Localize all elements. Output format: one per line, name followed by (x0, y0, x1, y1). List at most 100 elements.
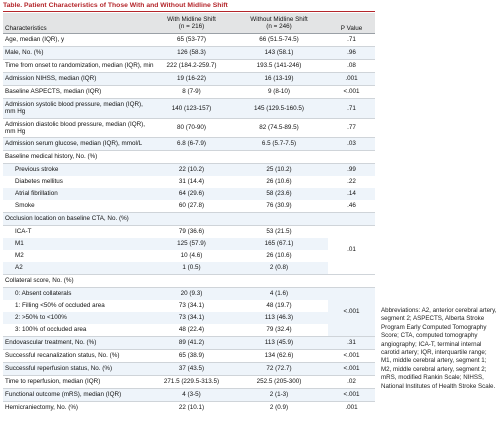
row-without: 53 (21.5) (266, 228, 292, 236)
row-without: 4 (1.6) (230, 287, 328, 300)
table-row: Baseline ASPECTS, median (IQR) 8 (7-9) 9… (3, 85, 375, 99)
collateral-p: <.001 (328, 287, 375, 337)
row-p: .22 (347, 178, 356, 186)
row-without: 66 (51.5-74.5) (230, 33, 328, 47)
row-label: Time to reperfusion, median (IQR) (3, 375, 153, 389)
table-row: Age, median (IQR), y 65 (53-77) 66 (51.5… (3, 33, 375, 47)
row-with: 22 (10.1) (178, 404, 205, 412)
row-without: 48 (19.7) (266, 302, 292, 310)
row-without: 25 (10.2) (230, 163, 328, 176)
row-without: 16 (13-19) (230, 72, 328, 86)
row-p: .96 (328, 46, 375, 60)
row-with: 1 (0.5) (153, 262, 230, 275)
table-row: Successful reperfusion status, No. (%) 3… (3, 362, 375, 376)
table-row: Endovascular treatment, No. (%) 89 (41.2… (3, 336, 375, 350)
row-label: Diabetes mellitus (15, 178, 63, 186)
row-with: 73 (34.1) (178, 302, 205, 310)
table-row: Admission NIHSS, median (IQR) 19 (16-22)… (3, 72, 375, 86)
title-rule (3, 11, 375, 12)
row-p: .77 (328, 118, 375, 138)
header-with-n: (n = 216) (178, 23, 205, 30)
table-row: Time from onset to randomization, median… (3, 59, 375, 73)
row-label: 3: 100% of occluded area (3, 324, 153, 337)
header-without-midline-shift: Without Midline Shift (n = 246) (230, 13, 328, 34)
header-without-label: Without Midline Shift (250, 15, 308, 23)
row-p: .02 (328, 375, 375, 389)
row-label: Admission systolic blood pressure, media… (3, 98, 153, 119)
table-row: Male, No. (%) 126 (58.3) 143 (58.1) .96 (3, 46, 375, 60)
table-row: 0: Absent collaterals 20 (9.3) 4 (1.6) <… (3, 287, 375, 337)
row-p: <.001 (328, 85, 375, 99)
row-without: 165 (67.1) (230, 238, 328, 250)
row-p: <.001 (328, 362, 375, 376)
row-label: Successful recanalization status, No. (%… (3, 349, 153, 363)
row-with: 79 (36.6) (178, 228, 205, 236)
section-row-history: Baseline medical history, No. (%) (3, 150, 375, 164)
table-row: ICA-T 79 (36.6) 53 (21.5) .01 (3, 225, 375, 275)
row-label: Smoke (3, 200, 153, 213)
row-label: Admission serum glucose, median (IQR), m… (3, 137, 153, 151)
row-p: .71 (328, 98, 375, 119)
row-p: .71 (328, 33, 375, 47)
row-label: Hemicraniectomy, No. (%) (5, 404, 79, 412)
row-with: 19 (16-22) (153, 72, 230, 86)
row-without: 143 (58.1) (230, 46, 328, 60)
row-p: .14 (328, 188, 375, 200)
header-with-label: With Midline Shift (167, 15, 216, 23)
row-with: 125 (57.9) (153, 238, 230, 250)
header-row: Characteristics With Midline Shift (n = … (3, 13, 375, 34)
row-without: 9 (8-10) (230, 85, 328, 99)
row-with: 48 (22.4) (153, 324, 230, 337)
occlusion-p: .01 (328, 225, 375, 275)
row-without: 113 (46.3) (230, 312, 328, 324)
table-row: Smoke 60 (27.8) 76 (30.9) .46 (3, 200, 375, 213)
table-title: Table. Patient Characteristics of Those … (3, 2, 228, 9)
table-row: 3: 100% of occluded area 48 (22.4) 79 (3… (3, 324, 375, 337)
table-row: Functional outcome (mRS), median (IQR) 4… (3, 388, 375, 402)
table-row: Diabetes mellitus 31 (14.4) 26 (10.6) .2… (3, 176, 375, 188)
row-label: Admission diastolic blood pressure, medi… (3, 118, 153, 138)
row-without: 76 (30.9) (230, 200, 328, 213)
row-with: 60 (27.8) (153, 200, 230, 213)
section-label: Collateral score, No. (%) (3, 274, 375, 288)
row-p: .03 (328, 137, 375, 151)
row-without: 58 (23.6) (230, 188, 328, 200)
row-with: 4 (3-5) (153, 388, 230, 402)
row-with: 73 (34.1) (153, 312, 230, 324)
row-with: 8 (7-9) (153, 85, 230, 99)
row-without: 2 (0.8) (230, 262, 328, 275)
table-row: Admission serum glucose, median (IQR), m… (3, 137, 375, 151)
row-p: .31 (328, 336, 375, 350)
row-label: Functional outcome (mRS), median (IQR) (3, 388, 153, 402)
row-without: 72 (72.7) (230, 362, 328, 376)
row-p: <.001 (328, 388, 375, 402)
row-label: M1 (3, 238, 153, 250)
row-with: 126 (58.3) (153, 46, 230, 60)
row-label: Age, median (IQR), y (3, 33, 153, 47)
table-row: 2: >50% to <100% 73 (34.1) 113 (46.3) (3, 312, 375, 324)
table-row: Time to reperfusion, median (IQR) 271.5 … (3, 375, 375, 389)
row-p: .001 (328, 72, 375, 86)
row-without: 2 (1-3) (230, 388, 328, 402)
row-p: .46 (328, 200, 375, 213)
row-p: .99 (328, 163, 375, 176)
row-label: Admission NIHSS, median (IQR) (3, 72, 153, 86)
row-label: M2 (15, 252, 24, 260)
row-with: 271.5 (229.5-313.5) (153, 375, 230, 389)
row-without: 2 (0.9) (269, 404, 289, 412)
row-with: 89 (41.2) (153, 336, 230, 350)
row-label: ICA-T (15, 228, 32, 236)
row-label: 0: Absent collaterals (3, 287, 153, 300)
row-label: Baseline ASPECTS, median (IQR) (3, 85, 153, 99)
table-row: Hemicraniectomy, No. (%) 22 (10.1) 2 (0.… (3, 402, 375, 415)
row-label: A2 (3, 262, 153, 275)
row-without: 193.5 (141-246) (230, 59, 328, 73)
row-with: 65 (38.9) (153, 349, 230, 363)
table-row: Successful recanalization status, No. (%… (3, 349, 375, 363)
section-row-collateral: Collateral score, No. (%) (3, 274, 375, 288)
patient-characteristics-table: Characteristics With Midline Shift (n = … (3, 13, 375, 414)
row-without: 134 (62.6) (230, 349, 328, 363)
row-label: Previous stroke (3, 163, 153, 176)
row-p: .001 (345, 404, 358, 412)
row-p: .08 (328, 59, 375, 73)
